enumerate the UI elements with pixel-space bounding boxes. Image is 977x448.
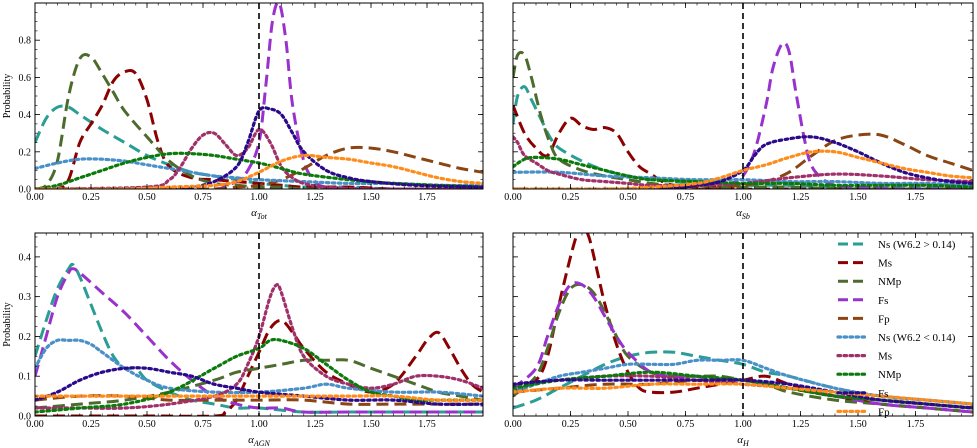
- series-group: [513, 233, 973, 414]
- x-tick-label: 0.25: [82, 419, 100, 430]
- x-tick-label: 0.50: [619, 419, 637, 430]
- x-tick-label: 1.00: [734, 419, 752, 430]
- y-tick-label: 0.3: [19, 292, 32, 303]
- x-tick-label: 1.75: [418, 419, 436, 430]
- panel-alpha-sb: 0.00 0.25 0.50 0.75 1.00 1.25 1.50 1.75 αSb: [504, 2, 974, 221]
- series-line-ms-1: [35, 318, 483, 416]
- y-tick-label: 0.0: [19, 185, 32, 196]
- series-line-fp-9: [513, 149, 973, 189]
- x-tick-label: 0.25: [562, 192, 580, 203]
- series-line-ns-w6-2-0-14--5: [513, 170, 973, 187]
- y-tick-label: 0.6: [19, 73, 32, 84]
- legend-label: NMp: [878, 369, 902, 381]
- series-line-fp-4: [513, 132, 973, 189]
- x-axis-label-main: α: [737, 434, 743, 446]
- y-axis-label: Probability: [2, 302, 13, 346]
- x-axis-label-sub: AGN: [253, 439, 271, 448]
- series-line-fs-8: [35, 366, 483, 406]
- legend: Ns (W6.2 > 0.14) Ms NMp Fs Fp Ns (W6.2 < 0.14…: [836, 239, 956, 418]
- legend-label: Fp: [878, 313, 890, 325]
- x-tick-label: 1.50: [849, 419, 867, 430]
- series-line-fs-8: [513, 135, 973, 189]
- x-axis-label: αTot: [251, 207, 267, 221]
- x-axis-label-main: α: [736, 207, 742, 219]
- x-tick-label: 0.75: [677, 419, 695, 430]
- x-tick-label: 1.25: [792, 192, 810, 203]
- x-tick-label: 1.00: [250, 192, 268, 203]
- panel-alpha-tot: 0.00 0.25 0.50 0.75 1.00 1.25 1.50 1.75 0.0 0.2 0.…: [2, 2, 484, 221]
- x-tick-label: 1.25: [792, 419, 810, 430]
- x-tick-label: 0.75: [677, 192, 695, 203]
- panel-alpha-agn: 0.00 0.25 0.50 0.75 1.00 1.25 1.50 1.75 0.0 0.1 0.…: [2, 232, 484, 448]
- series-group: [35, 262, 483, 416]
- series-line-ms-6: [35, 283, 483, 410]
- legend-label: Ms: [878, 351, 892, 363]
- y-tick-label: 0.8: [19, 36, 32, 47]
- x-tick-label: 1.25: [306, 419, 324, 430]
- x-tick-label: 0.50: [138, 192, 156, 203]
- series-line-fs-3: [35, 267, 483, 414]
- x-axis-label-main: α: [251, 207, 257, 219]
- x-axis-label: αAGN: [248, 434, 270, 448]
- x-tick-label: 1.75: [418, 192, 436, 203]
- series-line-nmp-2: [35, 53, 483, 189]
- x-tick-label: 1.25: [306, 192, 324, 203]
- x-tick-label: 0.25: [82, 192, 100, 203]
- series-line-ms-1: [513, 233, 973, 414]
- y-tick-label: 0.0: [19, 412, 32, 423]
- x-tick-label: 0.00: [504, 192, 522, 203]
- x-tick-label: 0.50: [138, 419, 156, 430]
- series-line-nmp-2: [35, 358, 483, 410]
- x-axis-label: αSb: [736, 207, 750, 221]
- x-tick-label: 1.50: [362, 192, 380, 203]
- x-tick-label: 1.50: [849, 192, 867, 203]
- series-line-ns-w6-2-0-14--5: [513, 358, 973, 406]
- x-tick-label: 0.75: [194, 192, 212, 203]
- y-tick-label: 0.4: [19, 252, 32, 263]
- series-line-nmp-7: [513, 155, 973, 189]
- y-tick-label: 0.1: [19, 372, 32, 383]
- y-tick-label: 0.2: [19, 147, 32, 158]
- x-tick-label: 1.75: [907, 419, 925, 430]
- series-line-ms-6: [513, 135, 973, 188]
- x-axis-label-sub: Sb: [742, 212, 750, 221]
- y-tick-label: 0.4: [19, 110, 32, 121]
- series-group: [513, 41, 973, 189]
- legend-label: Ns (W6.2 < 0.14): [878, 332, 956, 344]
- series-line-ns-w6-2-0-14--5: [35, 338, 483, 398]
- series-line-fp-9: [35, 153, 483, 189]
- legend-label: Ns (W6.2 > 0.14): [878, 239, 956, 251]
- x-tick-label: 1.75: [907, 192, 925, 203]
- y-tick-label: 0.2: [19, 332, 32, 343]
- x-tick-label: 1.00: [734, 192, 752, 203]
- x-axis-label-sub: Tot: [257, 212, 268, 221]
- x-tick-label: 0.25: [562, 419, 580, 430]
- x-axis-label-sub: H: [742, 439, 750, 448]
- series-line-ms-1: [513, 104, 973, 189]
- x-tick-label: 1.50: [362, 419, 380, 430]
- legend-label: NMp: [878, 276, 902, 288]
- series-line-fs-8: [513, 378, 973, 410]
- series-line-nmp-2: [513, 50, 973, 189]
- legend-label: Fs: [878, 388, 888, 400]
- x-tick-label: 1.00: [250, 419, 268, 430]
- x-tick-label: 0.00: [26, 192, 44, 203]
- x-tick-label: 0.50: [619, 192, 637, 203]
- x-axis-label: αH: [737, 434, 750, 448]
- legend-label: Fp: [878, 406, 890, 418]
- panel-alpha-h: 0.00 0.25 0.50 0.75 1.00 1.25 1.50 1.75 αH: [504, 232, 974, 448]
- x-tick-label: 0.75: [194, 419, 212, 430]
- series-line-ns-w6-2-0-14--0: [35, 262, 483, 414]
- y-axis-label: Probability: [2, 74, 13, 118]
- legend-label: Fs: [878, 295, 888, 307]
- x-tick-label: 0.00: [504, 419, 522, 430]
- legend-label: Ms: [878, 258, 892, 270]
- x-tick-label: 0.00: [26, 419, 44, 430]
- x-axis-label-main: α: [248, 434, 254, 446]
